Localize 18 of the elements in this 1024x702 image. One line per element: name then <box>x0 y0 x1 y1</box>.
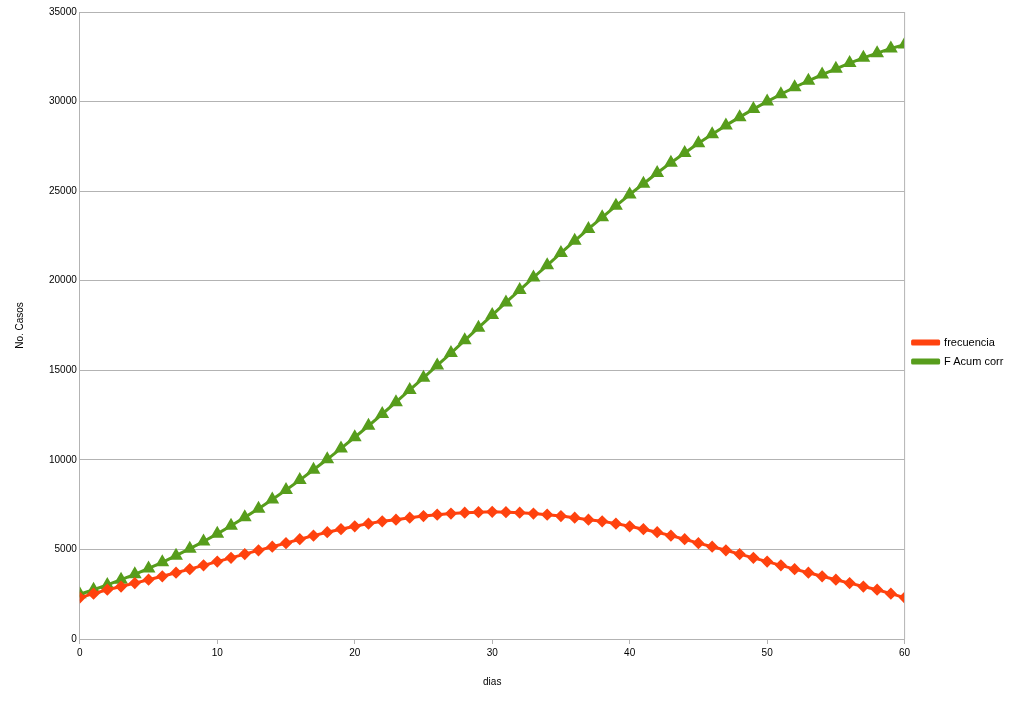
legend-label: frecuencia <box>944 335 996 348</box>
y-tick-label: 5000 <box>54 543 78 555</box>
y-tick-label: 0 <box>71 632 78 644</box>
y-axis-title: No. Casos <box>13 302 25 349</box>
y-tick-label: 15000 <box>49 364 78 376</box>
x-tick-label: 50 <box>761 646 774 658</box>
x-tick-label: 30 <box>486 646 499 658</box>
x-axis-title: dias <box>483 675 502 687</box>
y-tick-label: 20000 <box>49 274 78 286</box>
y-tick-label: 10000 <box>49 453 78 465</box>
y-tick-label: 25000 <box>49 184 78 196</box>
legend-label: F Acum corr <box>944 354 1004 367</box>
y-tick-label: 35000 <box>49 5 78 17</box>
y-tick-label: 30000 <box>49 95 78 107</box>
x-tick-label: 10 <box>211 646 224 658</box>
x-tick-label: 20 <box>349 646 361 658</box>
x-tick-label: 40 <box>624 646 636 658</box>
x-tick-label: 60 <box>899 646 911 658</box>
